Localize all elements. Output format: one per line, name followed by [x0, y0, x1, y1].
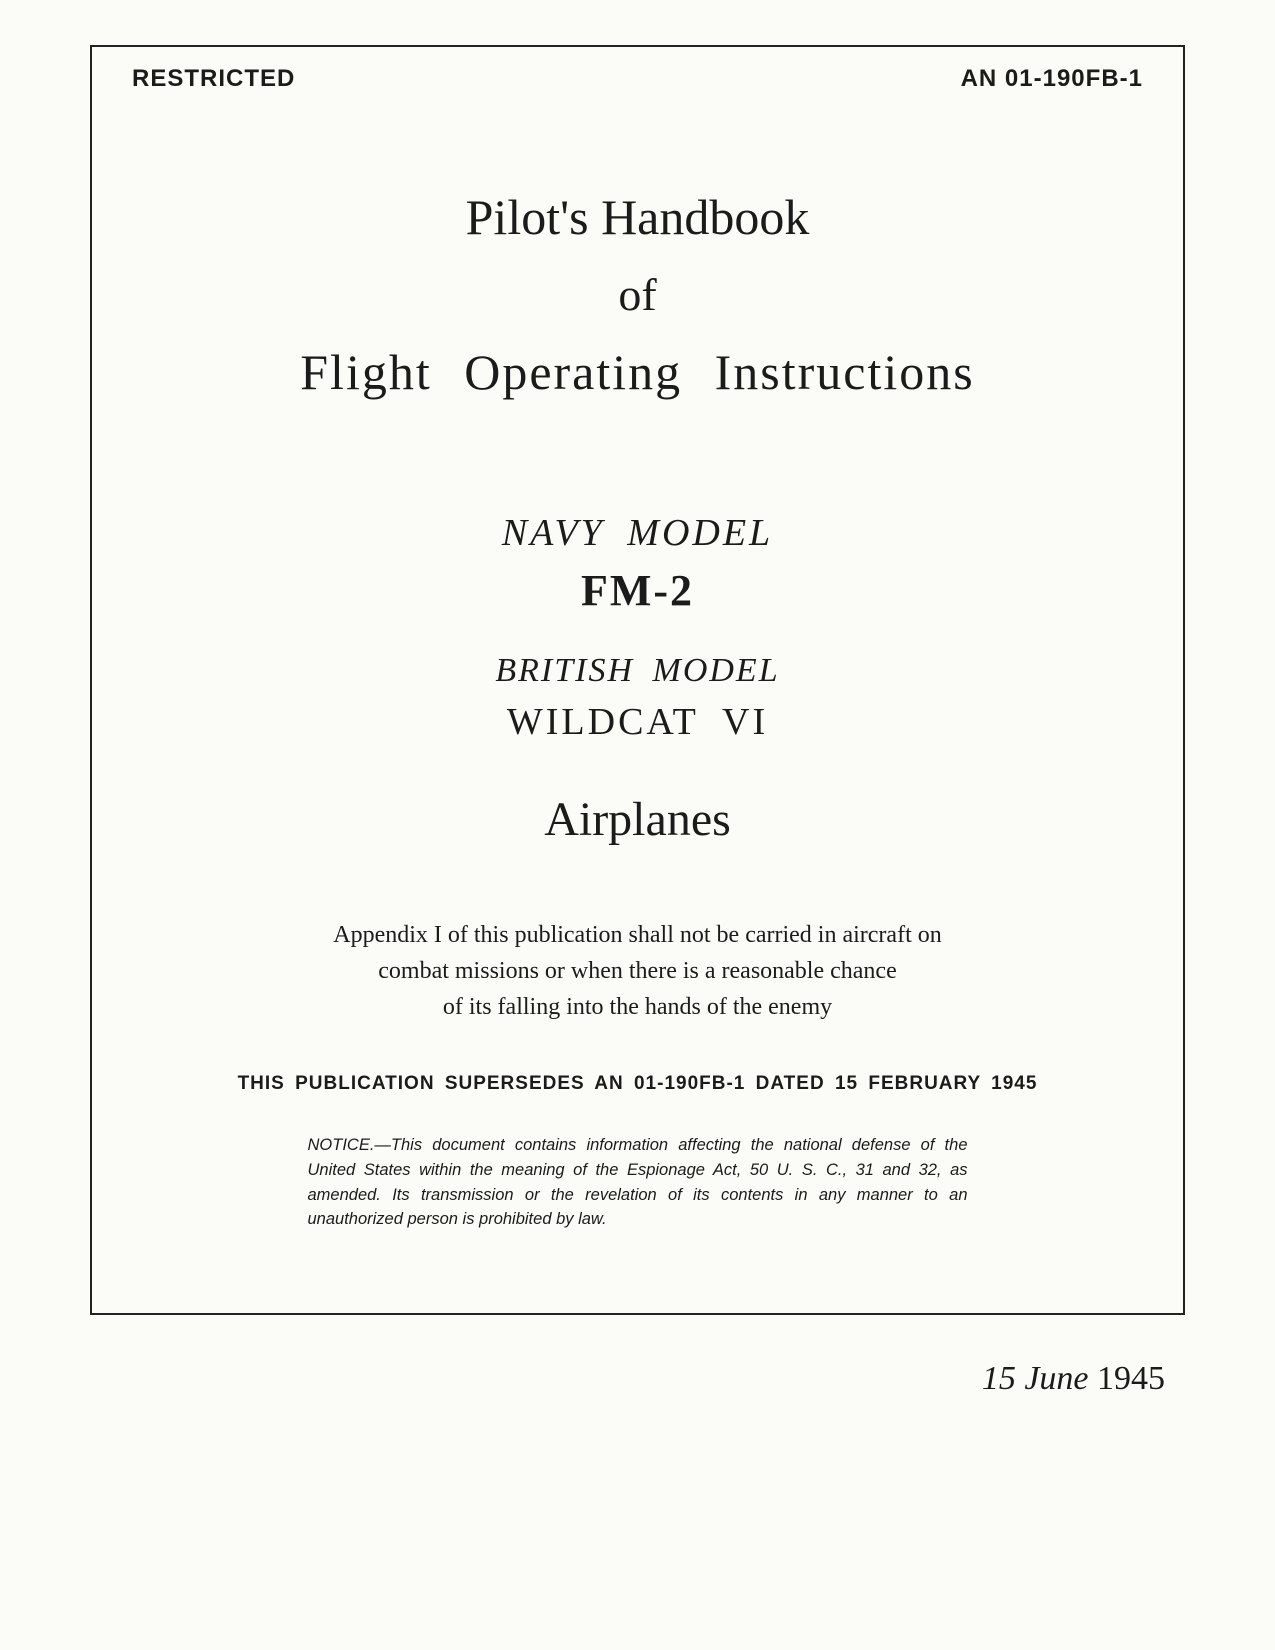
security-notice: NOTICE.—This document contains informati…	[308, 1133, 968, 1232]
british-model-value: WILDCAT VI	[132, 700, 1143, 744]
date-year: 1945	[1097, 1360, 1165, 1397]
header-row: RESTRICTED AN 01-190FB-1	[132, 65, 1143, 93]
page: RESTRICTED AN 01-190FB-1 Pilot's Handboo…	[0, 0, 1275, 1650]
document-frame: RESTRICTED AN 01-190FB-1 Pilot's Handboo…	[90, 45, 1185, 1315]
notice-lead: NOTICE.—	[308, 1136, 391, 1154]
navy-model-value: FM-2	[132, 565, 1143, 616]
title-line-1: Pilot's Handbook	[132, 188, 1143, 246]
model-block: NAVY MODEL FM-2 BRITISH MODEL WILDCAT VI…	[132, 511, 1143, 847]
title-line-3: Flight Operating Instructions	[132, 343, 1143, 401]
title-line-2: of	[132, 268, 1143, 321]
publication-date: 15 June 1945	[982, 1360, 1165, 1398]
appendix-line-1: Appendix I of this publication shall not…	[162, 917, 1113, 953]
date-day-month: 15 June	[982, 1360, 1089, 1397]
notice-body: This document contains information affec…	[308, 1136, 968, 1228]
appendix-line-3: of its falling into the hands of the ene…	[162, 989, 1113, 1025]
classification-label: RESTRICTED	[132, 65, 295, 93]
appendix-note: Appendix I of this publication shall not…	[132, 917, 1143, 1025]
supersedes-line: THIS PUBLICATION SUPERSEDES AN 01-190FB-…	[132, 1073, 1143, 1095]
document-number: AN 01-190FB-1	[961, 65, 1143, 93]
title-block: Pilot's Handbook of Flight Operating Ins…	[132, 188, 1143, 401]
british-model-label: BRITISH MODEL	[132, 652, 1143, 690]
navy-model-label: NAVY MODEL	[132, 511, 1143, 555]
appendix-line-2: combat missions or when there is a reaso…	[162, 953, 1113, 989]
subject-heading: Airplanes	[132, 792, 1143, 847]
